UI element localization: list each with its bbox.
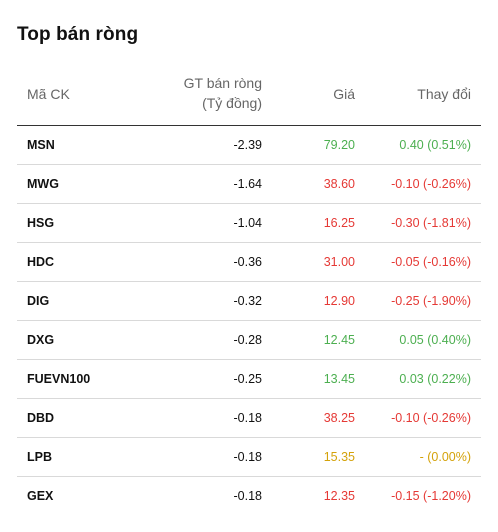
price-change: -0.15 (-1.20%)	[391, 489, 471, 503]
price-change: -0.05 (-0.16%)	[391, 255, 471, 269]
net-sell-value: -2.39	[233, 138, 263, 152]
price-change: 0.05 (0.40%)	[399, 333, 471, 347]
net-sell-value: -0.36	[233, 255, 263, 269]
header-net-sell-value-line1: GT bán ròng	[183, 75, 262, 91]
table-row[interactable]: HDC -0.36 31.00 -0.05 (-0.16%)	[17, 243, 481, 282]
stock-code[interactable]: LPB	[27, 450, 52, 464]
price-change: -0.10 (-0.26%)	[391, 411, 471, 425]
header-net-sell-value-line2: (Tỷ đồng)	[202, 95, 262, 111]
price: 31.00	[323, 255, 355, 269]
stock-code[interactable]: FUEVN100	[27, 372, 91, 386]
price: 38.25	[323, 411, 355, 425]
price-change: -0.30 (-1.81%)	[391, 216, 471, 230]
net-sell-value: -0.32	[233, 294, 263, 308]
stock-code[interactable]: DIG	[27, 294, 50, 308]
net-sell-value: -0.18	[233, 489, 263, 503]
table-header: Mã CK GT bán ròng (Tỷ đồng) Giá Thay đổi	[17, 66, 481, 126]
price-change: - (0.00%)	[419, 450, 471, 464]
stock-code[interactable]: MSN	[27, 138, 55, 152]
table-row[interactable]: GEX -0.18 12.35 -0.15 (-1.20%)	[17, 477, 481, 515]
net-sell-value: -0.25	[233, 372, 263, 386]
price: 12.45	[323, 333, 355, 347]
price: 12.90	[323, 294, 355, 308]
table-row[interactable]: HSG -1.04 16.25 -0.30 (-1.81%)	[17, 204, 481, 243]
stock-code[interactable]: HSG	[27, 216, 55, 230]
net-sell-value: -1.64	[233, 177, 263, 191]
net-sell-value: -0.18	[233, 450, 263, 464]
header-net-sell-value: GT bán ròng (Tỷ đồng)	[102, 73, 262, 113]
table-row[interactable]: MWG -1.64 38.60 -0.10 (-0.26%)	[17, 165, 481, 204]
price-change: 0.40 (0.51%)	[399, 138, 471, 152]
price: 38.60	[323, 177, 355, 191]
price: 15.35	[323, 450, 355, 464]
price: 79.20	[323, 138, 355, 152]
table-row[interactable]: MSN -2.39 79.20 0.40 (0.51%)	[17, 126, 481, 165]
table-body: MSN -2.39 79.20 0.40 (0.51%) MWG -1.64 3…	[17, 126, 481, 515]
price: 16.25	[323, 216, 355, 230]
header-code: Mã CK	[27, 86, 70, 102]
stock-code[interactable]: MWG	[27, 177, 59, 191]
table-row[interactable]: DXG -0.28 12.45 0.05 (0.40%)	[17, 321, 481, 360]
panel-title: Top bán ròng	[17, 24, 139, 45]
table-row[interactable]: FUEVN100 -0.25 13.45 0.03 (0.22%)	[17, 360, 481, 399]
table-row[interactable]: DBD -0.18 38.25 -0.10 (-0.26%)	[17, 399, 481, 438]
stock-code[interactable]: DBD	[27, 411, 55, 425]
header-change: Thay đổi	[417, 86, 471, 102]
net-sell-value: -0.18	[233, 411, 263, 425]
table-row[interactable]: LPB -0.18 15.35 - (0.00%)	[17, 438, 481, 477]
price-change: -0.25 (-1.90%)	[391, 294, 471, 308]
net-sell-value: -0.28	[233, 333, 263, 347]
table-row[interactable]: DIG -0.32 12.90 -0.25 (-1.90%)	[17, 282, 481, 321]
price-change: -0.10 (-0.26%)	[391, 177, 471, 191]
stock-code[interactable]: HDC	[27, 255, 55, 269]
header-price: Giá	[333, 86, 355, 102]
price: 12.35	[323, 489, 355, 503]
price-change: 0.03 (0.22%)	[399, 372, 471, 386]
stock-code[interactable]: DXG	[27, 333, 55, 347]
net-sell-value: -1.04	[233, 216, 263, 230]
stock-code[interactable]: GEX	[27, 489, 54, 503]
net-sell-table: Mã CK GT bán ròng (Tỷ đồng) Giá Thay đổi…	[17, 66, 481, 515]
price: 13.45	[323, 372, 355, 386]
